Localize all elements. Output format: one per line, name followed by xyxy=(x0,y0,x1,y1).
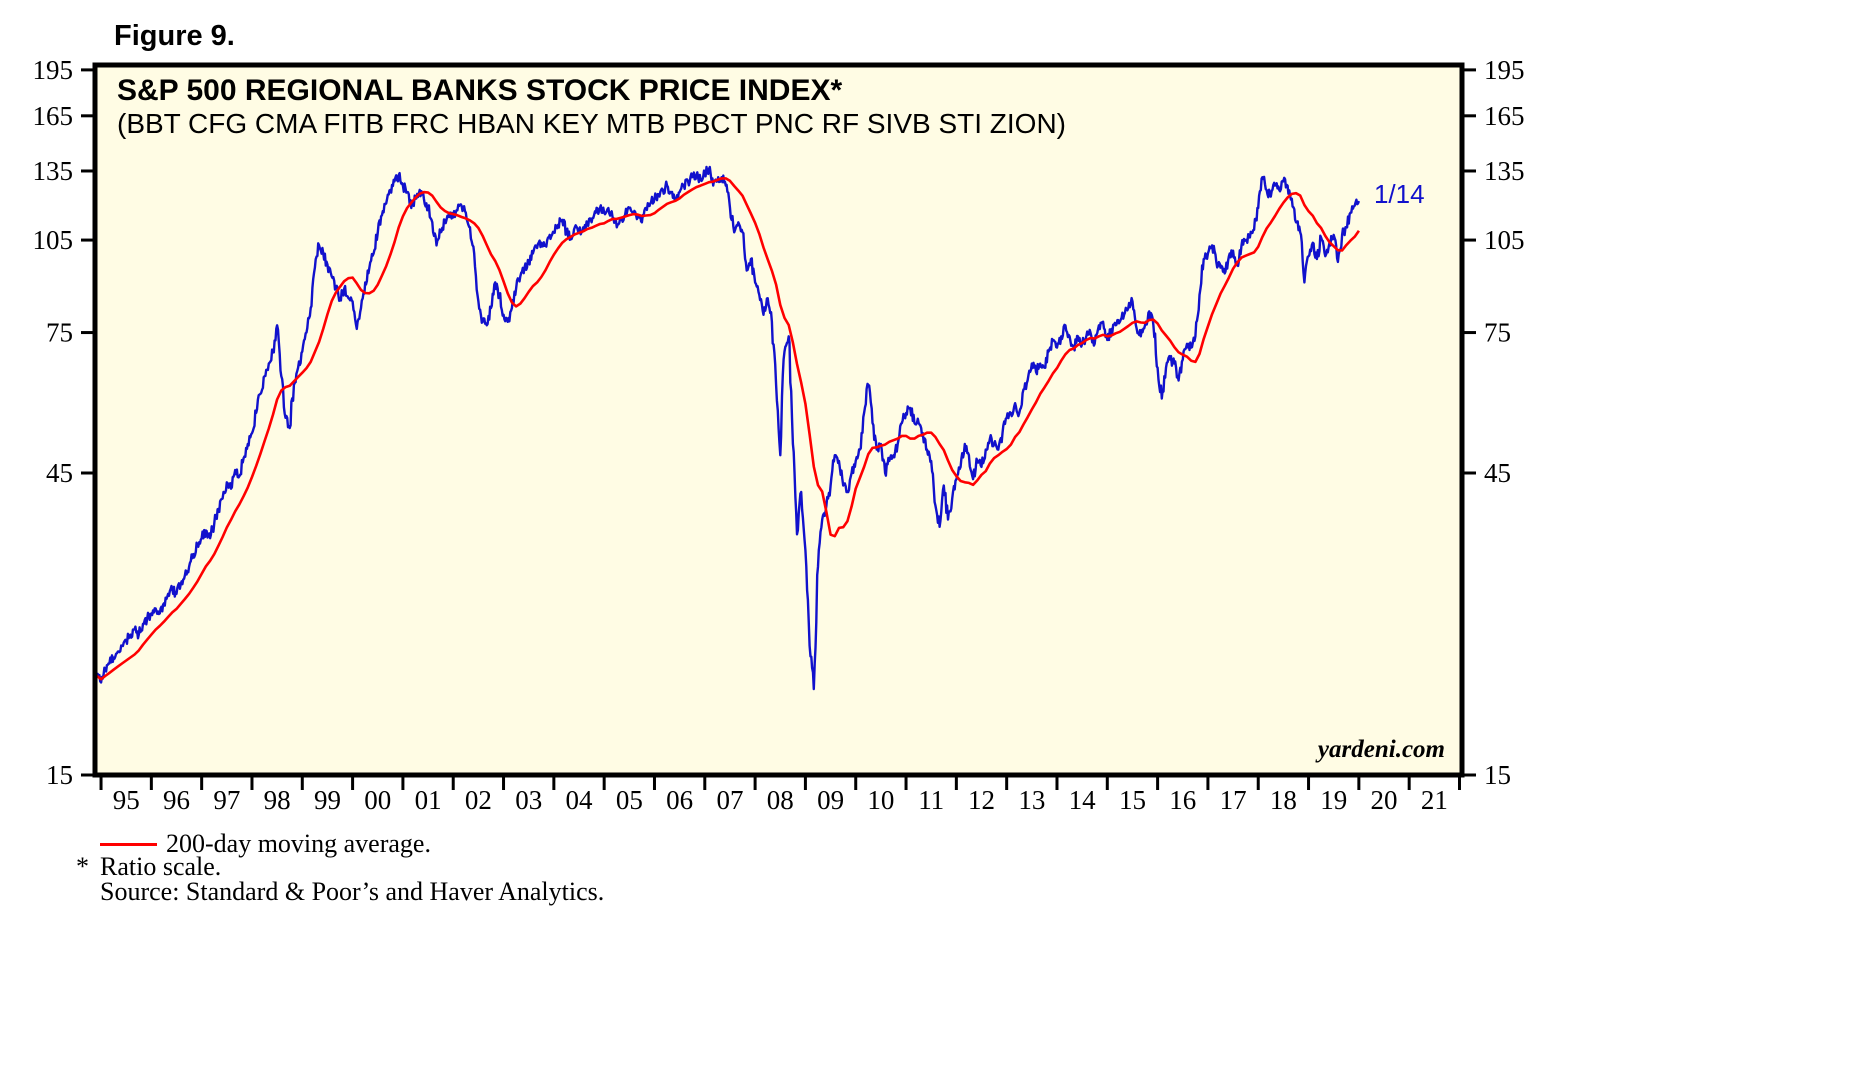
x-tick-label: 21 xyxy=(1421,785,1448,815)
x-tick-label: 06 xyxy=(666,785,693,815)
y-tick-label-left: 45 xyxy=(46,458,73,488)
x-tick-label: 18 xyxy=(1270,785,1297,815)
x-tick-label: 15 xyxy=(1119,785,1146,815)
x-tick-label: 96 xyxy=(163,785,190,815)
x-tick-label: 05 xyxy=(616,785,643,815)
y-tick-label-left: 165 xyxy=(33,101,74,131)
x-tick-label: 00 xyxy=(364,785,391,815)
ma-line xyxy=(96,177,1360,681)
x-tick-label: 11 xyxy=(918,785,944,815)
x-tick-label: 03 xyxy=(515,785,542,815)
y-tick-label-right: 45 xyxy=(1484,458,1511,488)
x-tick-label: 02 xyxy=(465,785,492,815)
y-tick-label-right: 105 xyxy=(1484,225,1525,255)
y-tick-label-right: 165 xyxy=(1484,101,1525,131)
price-line xyxy=(95,165,1361,691)
x-tick-label: 19 xyxy=(1320,785,1347,815)
x-tick-label: 95 xyxy=(113,785,140,815)
y-tick-label-right: 195 xyxy=(1484,55,1525,85)
footnote-asterisk: * xyxy=(76,852,89,881)
y-tick-label-left: 195 xyxy=(33,55,74,85)
x-tick-label: 08 xyxy=(767,785,794,815)
x-tick-label: 10 xyxy=(867,785,894,815)
source-note: Source: Standard & Poor’s and Haver Anal… xyxy=(100,877,605,906)
x-tick-label: 12 xyxy=(968,785,995,815)
x-tick-label: 17 xyxy=(1220,785,1247,815)
x-tick-label: 01 xyxy=(415,785,442,815)
ma-legend-label: 200-day moving average. xyxy=(166,829,431,858)
x-tick-label: 13 xyxy=(1018,785,1045,815)
y-tick-label-left: 135 xyxy=(33,156,74,186)
y-tick-label-right: 75 xyxy=(1484,318,1511,348)
chart-subtitle: (BBT CFG CMA FITB FRC HBAN KEY MTB PBCT … xyxy=(117,108,1066,139)
y-tick-label-left: 105 xyxy=(33,225,74,255)
watermark: yardeni.com xyxy=(1317,736,1445,763)
ma-legend-swatch xyxy=(100,843,157,846)
footnote-ratio-scale: Ratio scale. xyxy=(100,852,222,881)
x-tick-label: 14 xyxy=(1069,785,1097,815)
y-tick-label-left: 75 xyxy=(46,318,73,348)
chart-title: S&P 500 REGIONAL BANKS STOCK PRICE INDEX… xyxy=(117,74,843,107)
x-tick-label: 99 xyxy=(314,785,341,815)
figure-label: Figure 9. xyxy=(114,20,235,52)
latest-date-annotation: 1/14 xyxy=(1374,179,1425,209)
x-tick-label: 09 xyxy=(817,785,844,815)
x-tick-label: 04 xyxy=(566,785,594,815)
x-tick-label: 98 xyxy=(264,785,291,815)
x-tick-label: 20 xyxy=(1371,785,1398,815)
plot-border xyxy=(92,62,1465,778)
y-tick-label-right: 15 xyxy=(1484,760,1511,790)
y-tick-label-left: 15 xyxy=(46,760,73,790)
x-tick-label: 97 xyxy=(213,785,240,815)
y-tick-label-right: 135 xyxy=(1484,156,1525,186)
x-tick-label: 16 xyxy=(1169,785,1196,815)
x-tick-label: 07 xyxy=(716,785,743,815)
